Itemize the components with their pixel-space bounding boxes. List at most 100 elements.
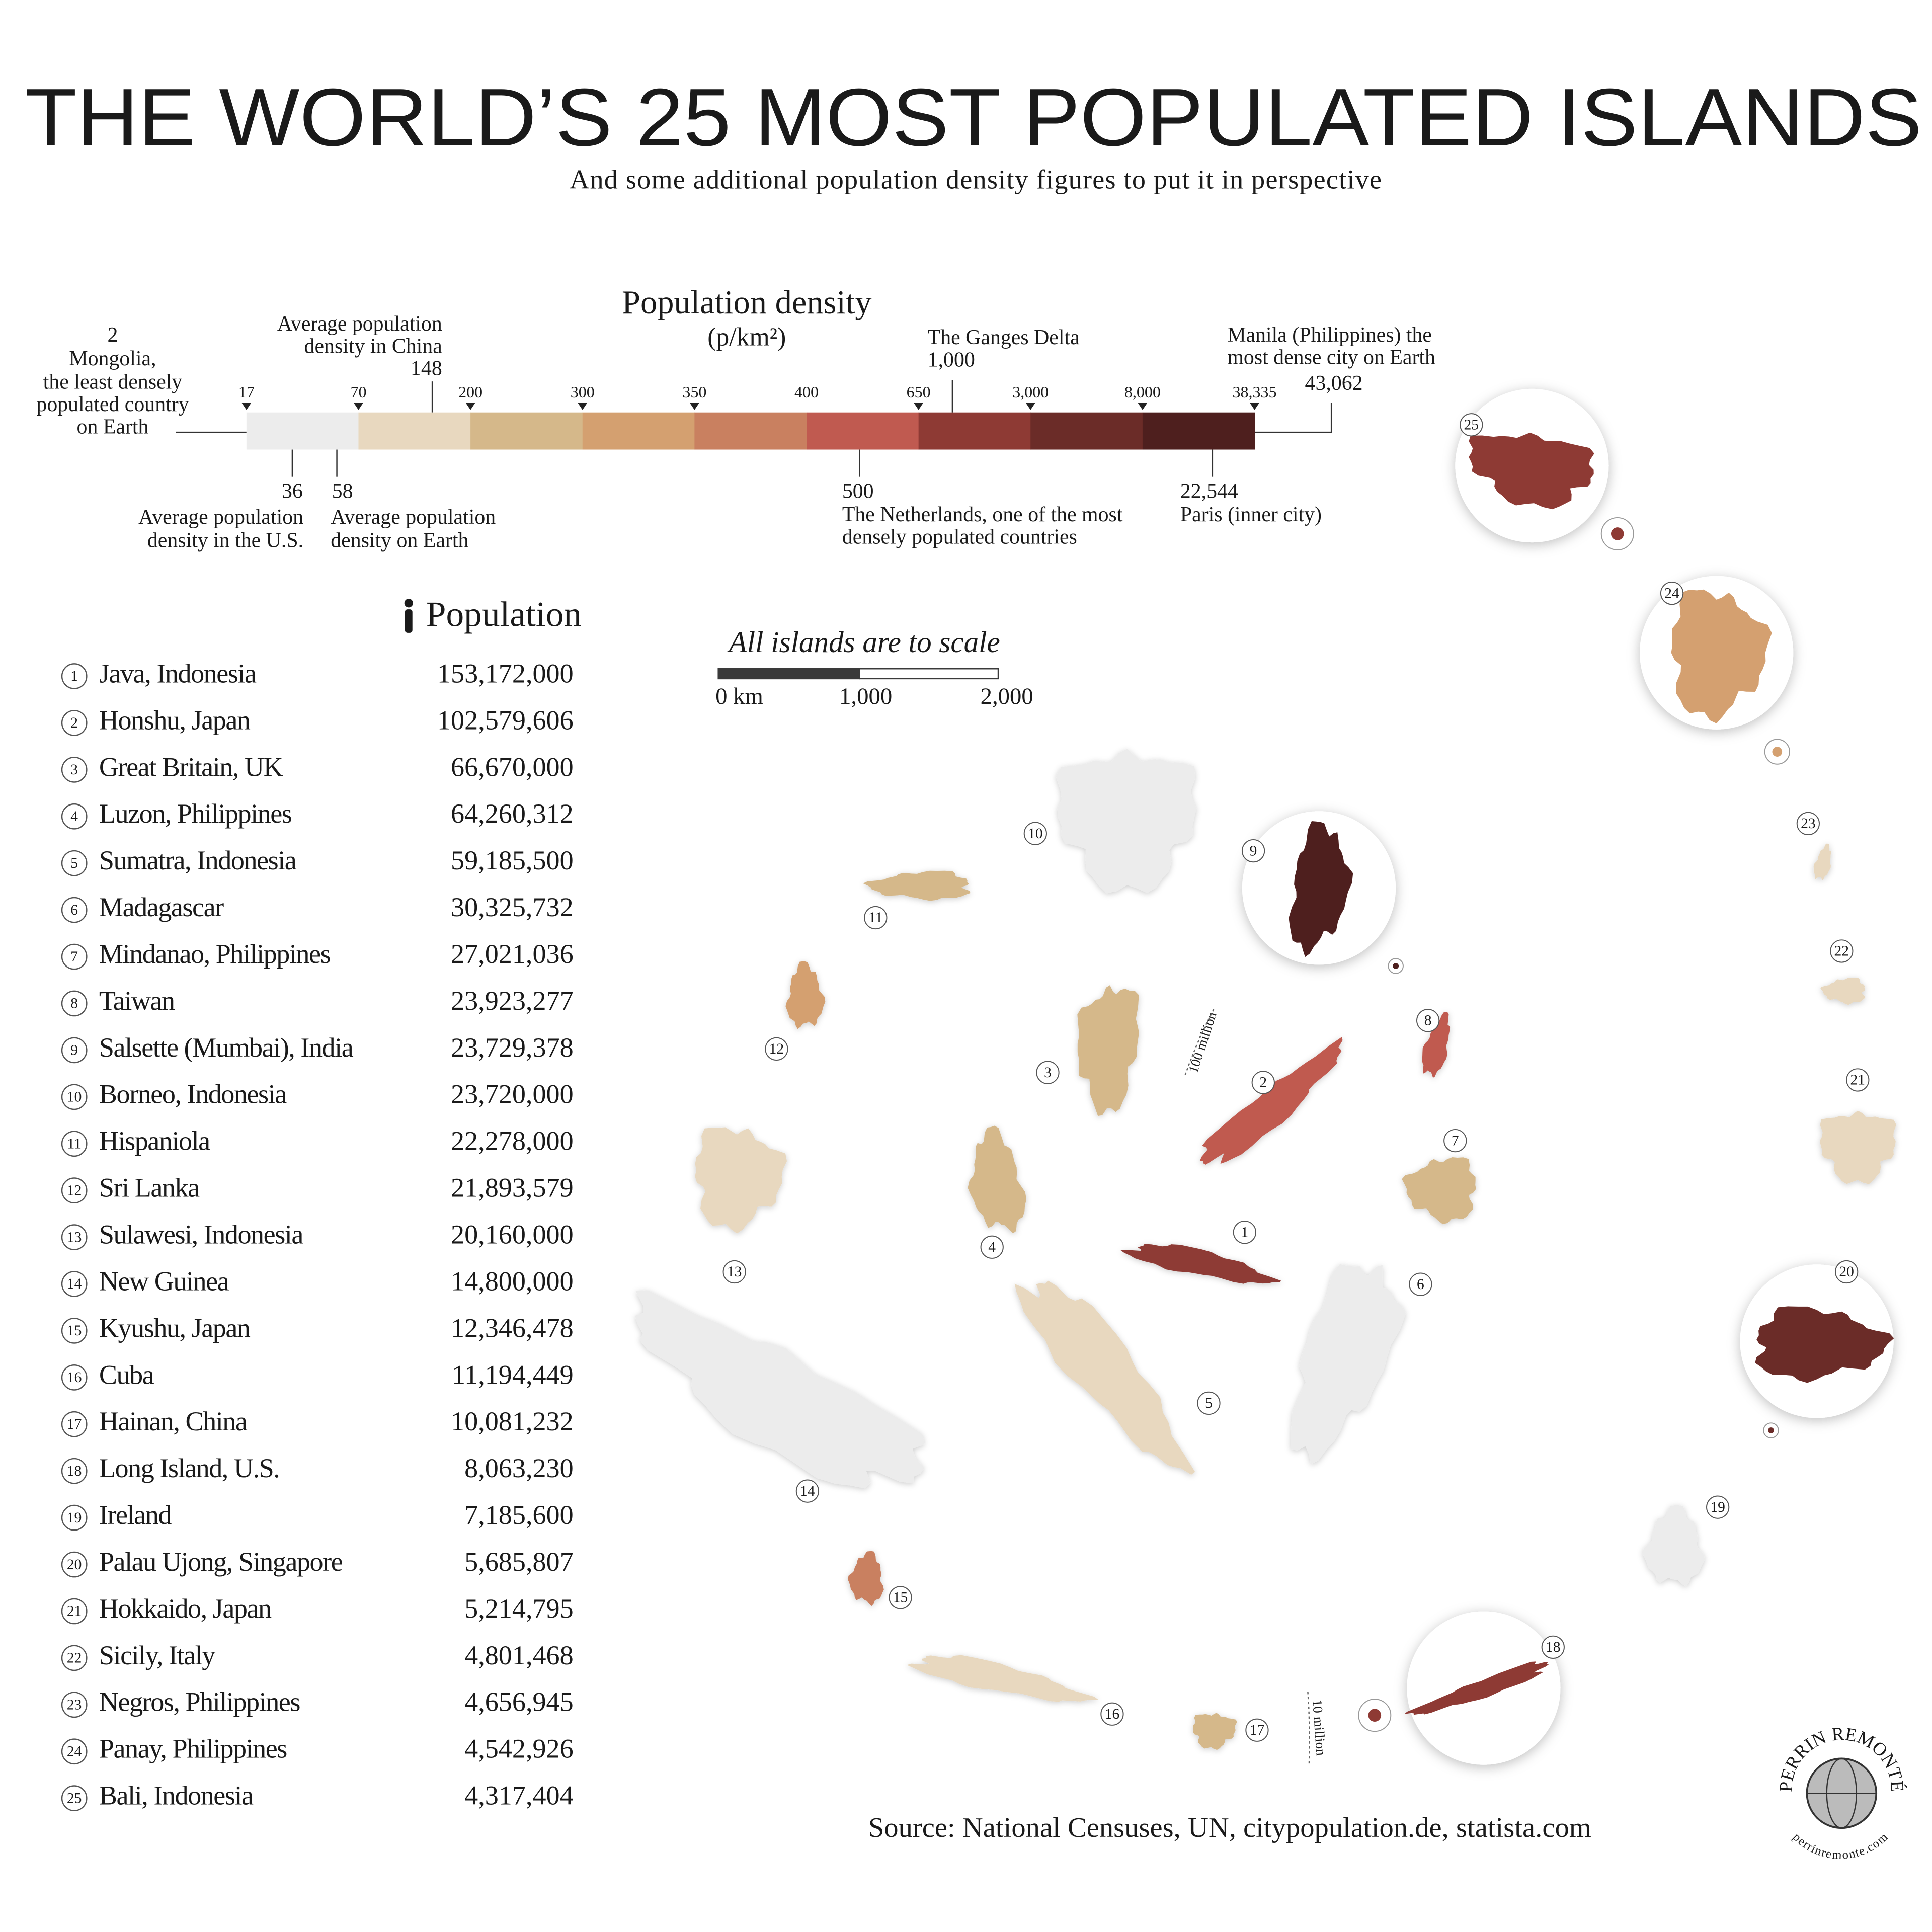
rank-number: 24 — [67, 1743, 82, 1759]
island-shape — [1820, 978, 1866, 1005]
density-tick-marker — [577, 403, 588, 410]
density-band — [694, 412, 808, 450]
scale-bar-label: 2,000 — [981, 683, 1033, 709]
density-band — [358, 412, 471, 450]
rank-badge — [61, 1411, 88, 1437]
map-rank-badge — [1846, 1068, 1870, 1092]
map-rank-number: 8 — [1424, 1013, 1432, 1029]
island-population: 4,801,468 — [464, 1640, 574, 1670]
annotation: Average population — [331, 506, 496, 529]
rank-number: 14 — [67, 1276, 82, 1292]
real-size-island — [1611, 527, 1624, 540]
island-population: 12,346,478 — [451, 1313, 574, 1343]
map-rank-badge — [1796, 812, 1820, 836]
map-rank-badge — [1706, 1495, 1730, 1519]
rank-number: 17 — [67, 1416, 82, 1432]
annotation: density in the U.S. — [147, 529, 303, 552]
density-unit: (p/km²) — [707, 323, 786, 351]
density-band — [1030, 412, 1144, 450]
scale-bar-dark — [717, 668, 860, 680]
circle-note-arc — [1184, 1009, 1215, 1076]
rank-badge — [61, 1364, 88, 1391]
island-shape — [1404, 1661, 1549, 1715]
island-population: 10,081,232 — [451, 1406, 574, 1436]
rank-number: 4 — [70, 809, 78, 825]
rank-badge — [61, 897, 88, 923]
annotation: Average population — [138, 506, 303, 529]
annotation: 36 — [282, 479, 303, 503]
real-size-island — [1772, 747, 1783, 757]
annotation: the least densely — [43, 371, 183, 394]
annotation: The Netherlands, one of the most — [842, 503, 1123, 526]
annotation: Mongolia, — [69, 347, 156, 370]
annotation: 58 — [332, 479, 353, 503]
island-shape — [635, 1290, 925, 1489]
map-rank-badge — [1251, 1071, 1275, 1094]
rank-badge — [61, 757, 88, 783]
island-name: Mindanao, Philippines — [99, 939, 331, 969]
density-band — [1142, 412, 1255, 450]
density-tick-marker — [689, 403, 700, 410]
island-shape — [1819, 1110, 1897, 1184]
density-tick-marker — [1249, 403, 1260, 410]
island-population: 23,923,277 — [451, 986, 574, 1016]
island-shape — [968, 1125, 1027, 1234]
map-rank-number: 20 — [1839, 1264, 1854, 1280]
map-rank-badge — [1541, 1635, 1565, 1659]
density-tick-label: 38,335 — [1233, 383, 1277, 401]
map-rank-number: 2 — [1259, 1075, 1267, 1091]
map-rank-number: 4 — [988, 1239, 996, 1255]
island-name: Long Island, U.S. — [99, 1453, 279, 1483]
island-population: 23,729,378 — [451, 1032, 574, 1063]
island-shape — [1642, 1505, 1705, 1587]
map-rank-number: 10 — [1028, 826, 1043, 842]
map-rank-badge — [1100, 1702, 1124, 1726]
island-population: 5,685,807 — [464, 1547, 574, 1577]
rank-badge — [61, 710, 88, 736]
map-rank-badge — [1830, 939, 1854, 963]
island-population: 4,542,926 — [464, 1734, 574, 1764]
rank-badge — [61, 1692, 88, 1718]
rank-number: 8 — [70, 996, 78, 1012]
logo-url-path: perrinremonte.com — [1790, 1830, 1890, 1862]
island-shape — [1120, 1244, 1281, 1284]
map-rank-badge — [1835, 1260, 1859, 1284]
rank-number: 10 — [67, 1089, 82, 1105]
map-rank-badge — [1460, 413, 1483, 437]
map-rank-number: 25 — [1464, 417, 1479, 433]
island-shape — [785, 961, 826, 1029]
map-rank-number: 19 — [1710, 1499, 1725, 1515]
island-shape — [1402, 1157, 1476, 1225]
island-population: 22,278,000 — [451, 1126, 574, 1156]
rank-number: 15 — [67, 1323, 82, 1339]
map-rank-number: 15 — [893, 1590, 908, 1606]
rank-badge — [61, 943, 88, 970]
map-rank-number: 17 — [1250, 1722, 1265, 1738]
density-tick-label: 650 — [907, 383, 931, 401]
annotation: densely populated countries — [842, 525, 1077, 548]
island-population: 59,185,500 — [451, 845, 574, 875]
island-population: 20,160,000 — [451, 1219, 574, 1249]
rank-badge — [61, 1785, 88, 1811]
island-population: 153,172,000 — [437, 658, 574, 688]
island-shape — [1192, 1713, 1237, 1750]
map-rank-badge — [1443, 1129, 1467, 1153]
density-band — [582, 412, 695, 450]
rank-number: 21 — [67, 1603, 82, 1620]
annotation: most dense city on Earth — [1227, 346, 1435, 369]
rank-number: 2 — [70, 715, 78, 731]
rank-badge — [61, 850, 88, 876]
circle-note-arc — [1307, 1692, 1310, 1765]
island-name: Borneo, Indonesia — [99, 1079, 287, 1109]
island-name: Negros, Philippines — [99, 1687, 300, 1717]
annotation: 500 — [842, 479, 874, 503]
island-population: 4,656,945 — [464, 1687, 574, 1717]
island-population: 27,021,036 — [451, 939, 574, 969]
map-rank-badge — [889, 1586, 912, 1609]
icon-body — [405, 609, 413, 633]
island-shape — [1014, 1280, 1195, 1475]
logo: PERRIN REMONTÉ perrinremonte.com — [1775, 1723, 1908, 1862]
map-rank-badge — [980, 1235, 1004, 1259]
island-shape — [1813, 843, 1831, 880]
annotation: density on Earth — [331, 529, 468, 552]
